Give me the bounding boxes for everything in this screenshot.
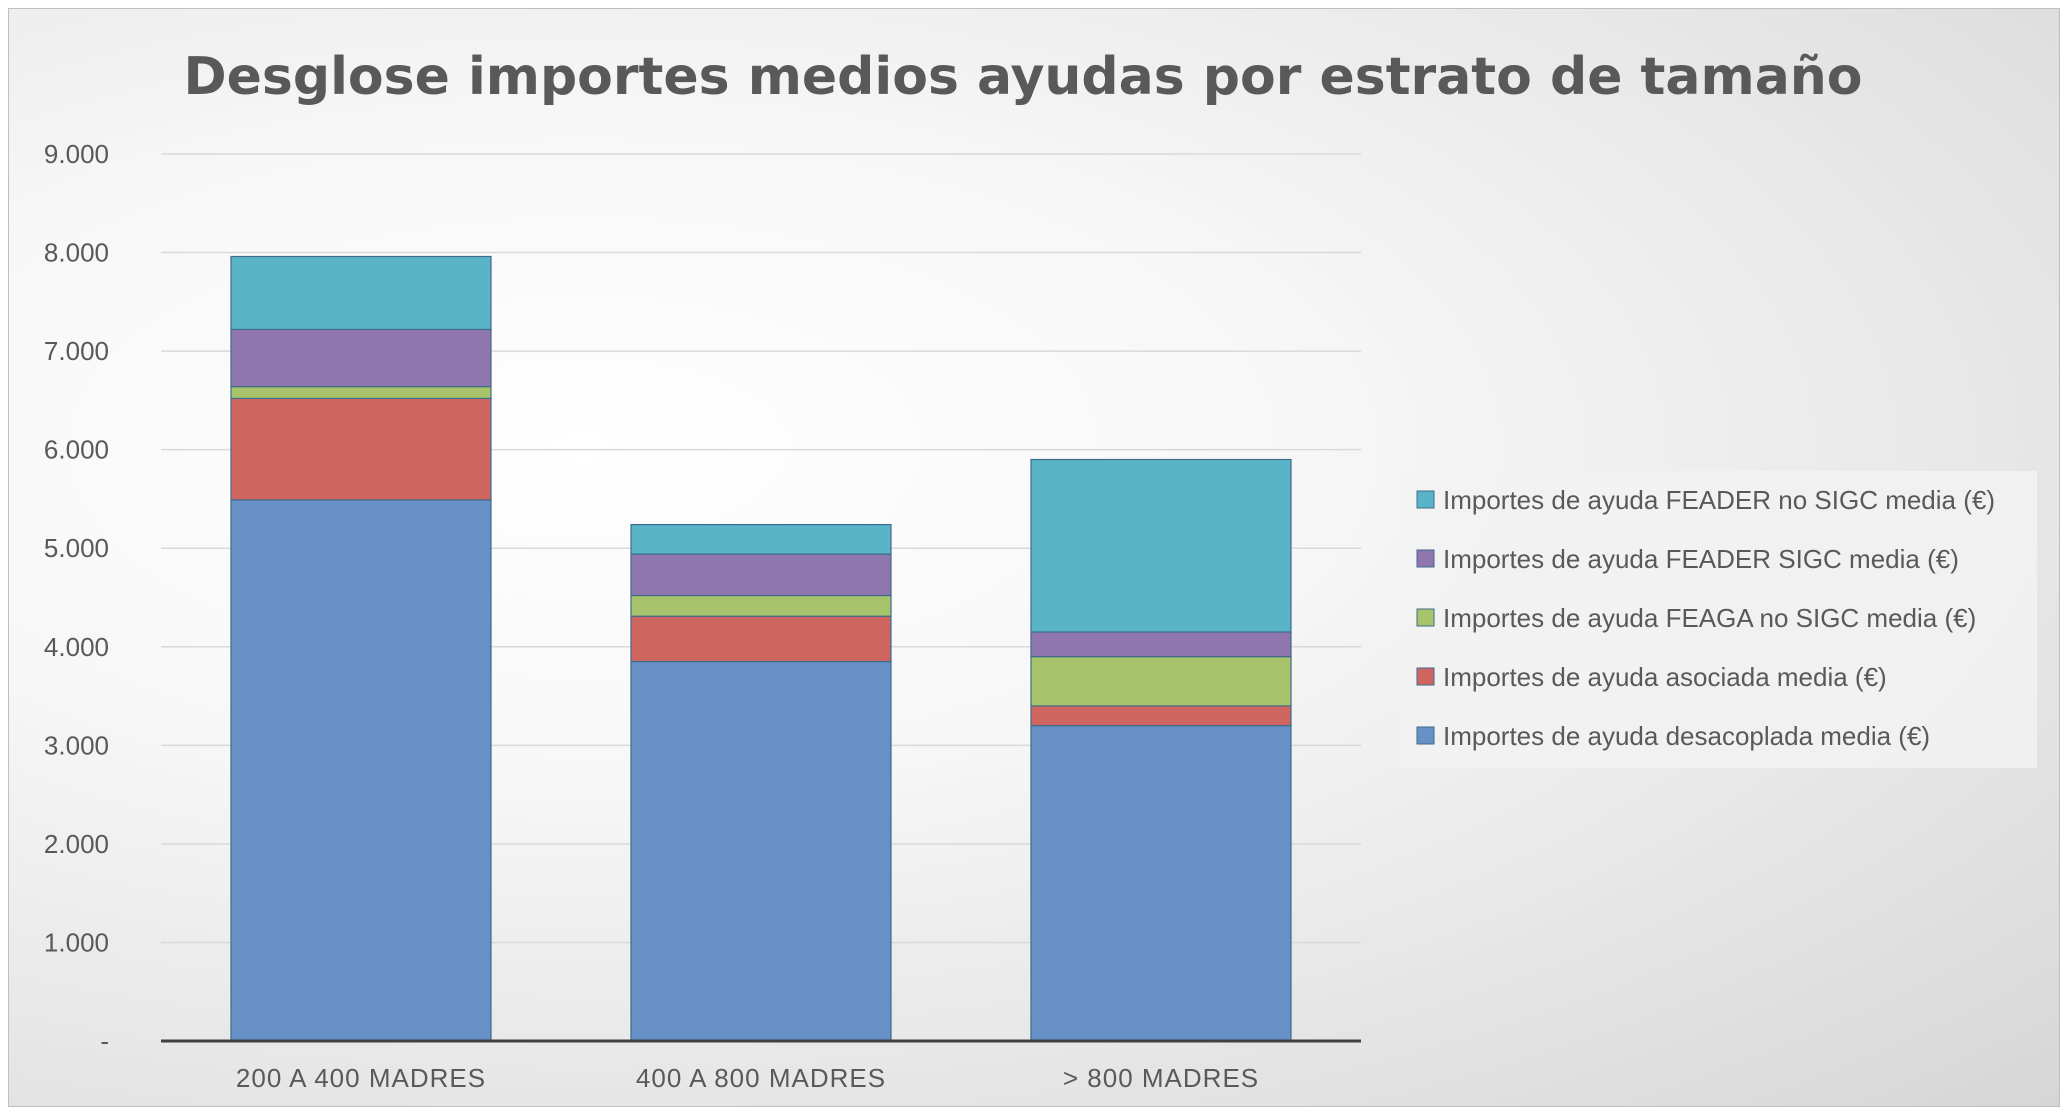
y-tick-label: 9.000 bbox=[44, 139, 109, 169]
y-tick-label: 2.000 bbox=[44, 829, 109, 859]
bar-segment bbox=[1030, 705, 1292, 727]
y-tick-label: 4.000 bbox=[44, 632, 109, 662]
y-tick-label: 1.000 bbox=[44, 927, 109, 957]
legend-label: Importes de ayuda FEADER SIGC media (€) bbox=[1443, 544, 1959, 574]
y-tick-label: 6.000 bbox=[44, 435, 109, 465]
bar-segment bbox=[630, 615, 892, 663]
legend-label: Importes de ayuda asociada media (€) bbox=[1443, 662, 1887, 692]
bars bbox=[230, 255, 1292, 1042]
y-tick-label: 3.000 bbox=[44, 730, 109, 760]
x-axis-category-labels: 200 A 400 MADRES 400 A 800 MADRES > 800 MA… bbox=[236, 1063, 1259, 1093]
y-tick-label: 8.000 bbox=[44, 238, 109, 268]
stacked-bar-chart: Desglose importes medios ayudas por estr… bbox=[44, 47, 2037, 1093]
y-tick-label: - bbox=[100, 1026, 109, 1056]
chart-area: Desglose importes medios ayudas por estr… bbox=[8, 8, 2060, 1107]
x-category-label: 400 A 800 MADRES bbox=[636, 1063, 886, 1093]
legend-label: Importes de ayuda FEADER no SIGC media (… bbox=[1443, 485, 1995, 515]
bar-segment bbox=[630, 523, 892, 555]
bar-segment bbox=[1030, 458, 1292, 633]
legend-background bbox=[1401, 471, 2037, 768]
y-tick-label: 5.000 bbox=[44, 533, 109, 563]
bar-segment bbox=[630, 594, 892, 617]
legend-swatch bbox=[1416, 608, 1435, 627]
chart-title: Desglose importes medios ayudas por estr… bbox=[183, 47, 1862, 107]
legend-label: Importes de ayuda desacoplada media (€) bbox=[1443, 721, 1930, 751]
bar-segment bbox=[230, 328, 492, 388]
bar-segment bbox=[230, 397, 492, 501]
bar-segment bbox=[230, 499, 492, 1042]
y-axis-tick-labels: - 1.000 2.000 3.000 4.000 5.000 6.000 7.000 8.00… bbox=[44, 139, 109, 1056]
legend-swatch bbox=[1416, 490, 1435, 509]
bar-segment bbox=[630, 660, 892, 1042]
bar-segment bbox=[1030, 656, 1292, 707]
x-category-label: 200 A 400 MADRES bbox=[236, 1063, 486, 1093]
bar-segment bbox=[1030, 725, 1292, 1042]
legend-swatch bbox=[1416, 726, 1435, 745]
legend-label: Importes de ayuda FEAGA no SIGC media (€… bbox=[1443, 603, 1976, 633]
legend: Importes de ayuda FEADER no SIGC media (… bbox=[1401, 471, 2037, 768]
bar-segment bbox=[1030, 631, 1292, 658]
legend-swatch bbox=[1416, 549, 1435, 568]
x-category-label: > 800 MADRES bbox=[1063, 1063, 1259, 1093]
bar-segment bbox=[230, 385, 492, 400]
y-tick-label: 7.000 bbox=[44, 336, 109, 366]
bar-segment bbox=[630, 553, 892, 597]
legend-swatch bbox=[1416, 667, 1435, 686]
bar-segment bbox=[230, 255, 492, 331]
